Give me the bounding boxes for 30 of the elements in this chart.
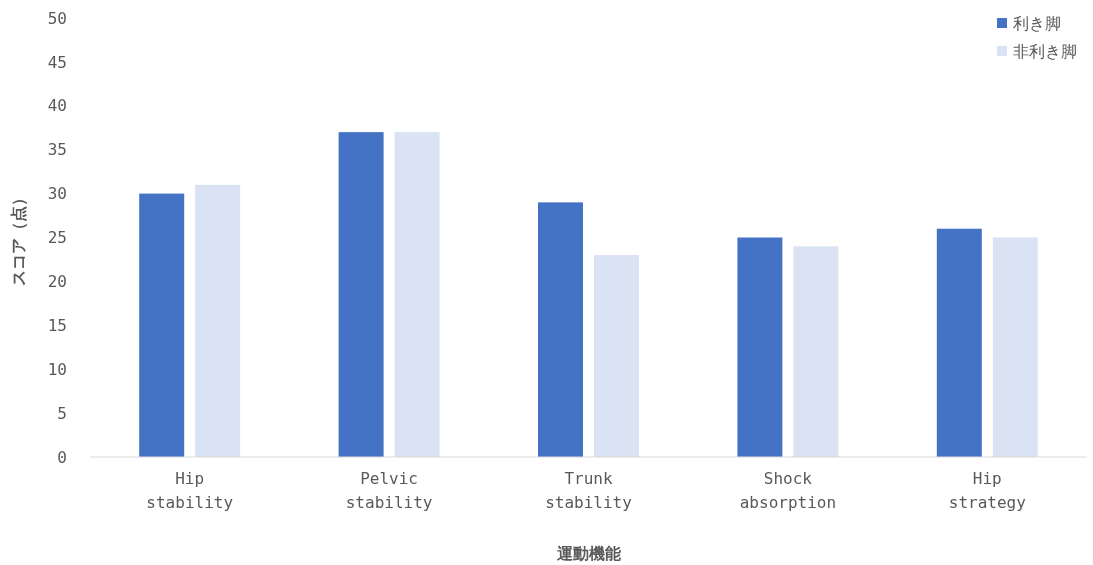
- bar: [594, 255, 639, 457]
- y-tick-label: 50: [47, 8, 67, 28]
- y-tick-label: 40: [47, 96, 67, 116]
- y-tick-label: 30: [47, 184, 67, 204]
- x-tick-label: Hip stability: [146, 469, 234, 512]
- bar: [338, 132, 384, 457]
- y-axis-title: スコア（点）: [9, 189, 28, 286]
- bar: [793, 246, 839, 457]
- bar: [936, 228, 982, 457]
- y-tick-label: 5: [57, 403, 67, 423]
- x-tick-label: Pelvic stability: [345, 469, 433, 512]
- bar: [195, 184, 241, 457]
- x-tick-label: Trunk stability: [545, 469, 633, 512]
- bar: [737, 237, 783, 457]
- legend-label: 利き脚: [1013, 13, 1061, 33]
- x-axis-title: 運動機能: [555, 544, 621, 563]
- legend-label: 非利き脚: [1013, 41, 1077, 61]
- y-tick-label: 10: [47, 359, 67, 379]
- y-tick-label: 0: [57, 447, 67, 467]
- x-tick-label: Shock absorption: [739, 469, 837, 512]
- bar: [992, 237, 1038, 457]
- y-tick-label: 45: [47, 52, 67, 72]
- y-tick-label: 35: [47, 140, 67, 160]
- y-tick-label: 20: [47, 272, 67, 291]
- bar: [538, 202, 583, 457]
- bar: [394, 132, 440, 457]
- y-tick-label: 25: [47, 228, 67, 248]
- y-tick-label: 15: [47, 315, 67, 335]
- bar: [139, 193, 185, 457]
- x-tick-label: Hip strategy: [948, 469, 1027, 512]
